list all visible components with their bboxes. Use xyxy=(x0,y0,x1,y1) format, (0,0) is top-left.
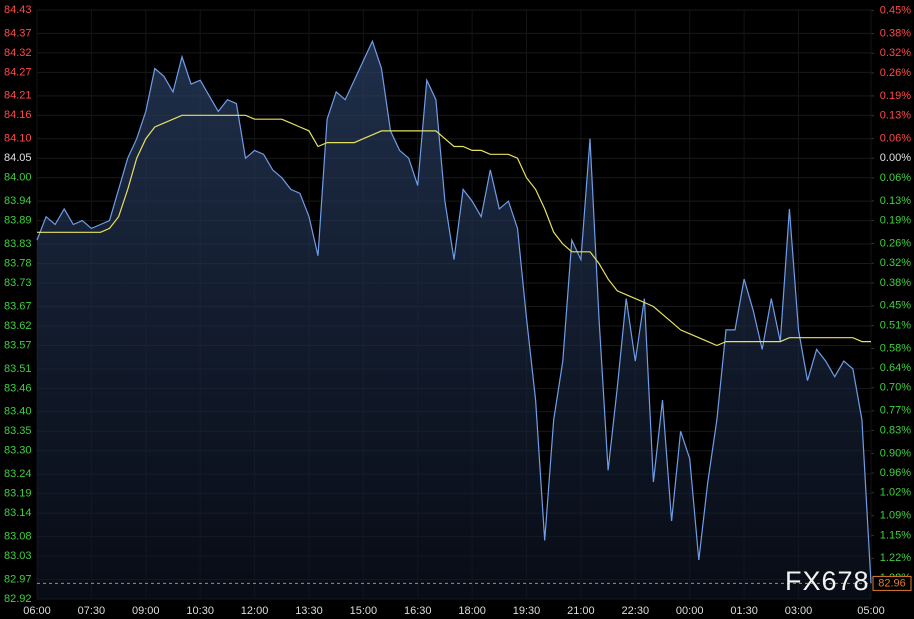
y-tick-label: 84.43 xyxy=(4,4,32,16)
x-tick-label: 01:30 xyxy=(730,605,758,617)
y-tick-label: 84.21 xyxy=(4,90,32,102)
y-tick-label: 83.73 xyxy=(4,277,32,289)
y-tick-label: 83.19 xyxy=(4,488,32,500)
area xyxy=(37,41,871,599)
y2-tick-label: 0.06% xyxy=(880,132,911,144)
y2-tick-label: 0.58% xyxy=(880,342,911,354)
y-tick-label: 84.37 xyxy=(4,27,32,39)
y2-tick-label: 0.13% xyxy=(880,110,911,122)
y-tick-label: 83.46 xyxy=(4,382,32,394)
y-tick-label: 82.92 xyxy=(4,593,32,605)
y-tick-label: 83.51 xyxy=(4,363,32,375)
x-tick-label: 19:30 xyxy=(513,605,541,617)
x-tick-label: 21:00 xyxy=(567,605,595,617)
y2-tick-label: 0.26% xyxy=(880,237,911,249)
y2-tick-label: 0.90% xyxy=(880,447,911,459)
y-tick-label: 83.40 xyxy=(4,406,32,418)
y-tick-label: 83.62 xyxy=(4,320,32,332)
y-tick-label: 84.27 xyxy=(4,66,32,78)
y2-tick-label: 0.70% xyxy=(880,382,911,394)
y-tick-label: 83.35 xyxy=(4,425,32,437)
y2-tick-label: 0.45% xyxy=(880,5,911,17)
x-tick-label: 15:00 xyxy=(350,605,378,617)
line xyxy=(37,114,871,347)
y2-tick-label: 0.13% xyxy=(880,195,911,207)
y2-tick-label: 0.51% xyxy=(880,319,911,331)
y2-tick-label: 0.00% xyxy=(880,152,911,164)
x-tick-label: 16:30 xyxy=(404,605,432,617)
line xyxy=(36,39,872,584)
y-tick-label: 83.78 xyxy=(4,257,32,269)
y-tick-label: 82.97 xyxy=(4,573,32,585)
y-tick-label: 84.05 xyxy=(4,152,32,164)
y2-tick-label: 0.38% xyxy=(880,28,911,40)
y2-tick-label: 1.09% xyxy=(880,510,911,522)
y2-tick-label: 1.15% xyxy=(880,529,911,541)
y-tick-label: 83.67 xyxy=(4,300,32,312)
y-tick-label: 83.83 xyxy=(4,238,32,250)
x-tick-label: 09:00 xyxy=(132,605,160,617)
y-tick-label: 83.03 xyxy=(4,550,32,562)
y2-tick-label: 0.19% xyxy=(880,90,911,102)
x-tick-label: 12:00 xyxy=(241,605,269,617)
y2-tick-label: 0.64% xyxy=(880,362,911,374)
watermark: FX678 xyxy=(785,566,870,596)
last-price-box xyxy=(872,575,912,591)
y2-tick-label: 1.22% xyxy=(880,552,911,564)
y2-tick-label: 0.96% xyxy=(880,467,911,479)
y-tick-label: 83.57 xyxy=(4,339,32,351)
x-tick-label: 03:00 xyxy=(785,605,813,617)
y-tick-label: 84.16 xyxy=(4,109,32,121)
y2-tick-label: 0.19% xyxy=(880,214,911,226)
y2-tick-label: 0.45% xyxy=(880,300,911,312)
y-tick-label: 84.00 xyxy=(4,172,32,184)
y2-tick-label: 0.83% xyxy=(880,424,911,436)
y-tick-label: 84.10 xyxy=(4,133,32,145)
y2-tick-label: 0.38% xyxy=(880,277,911,289)
x-tick-label: 13:30 xyxy=(295,605,323,617)
y-tick-label: 84.32 xyxy=(4,47,32,59)
y2-tick-label: 0.77% xyxy=(880,405,911,417)
x-tick-label: 10:30 xyxy=(186,605,214,617)
x-tick-label: 18:00 xyxy=(458,605,486,617)
y2-tick-label: 0.06% xyxy=(880,172,911,184)
y-tick-label: 83.94 xyxy=(4,195,32,207)
x-tick-label: 06:00 xyxy=(23,605,51,617)
y-tick-label: 83.08 xyxy=(4,530,32,542)
x-tick-label: 22:30 xyxy=(622,605,650,617)
x-tick-label: 00:00 xyxy=(676,605,704,617)
last-price-label: 82.96 xyxy=(878,577,906,589)
y-tick-label: 83.30 xyxy=(4,445,32,457)
y-tick-label: 83.14 xyxy=(4,507,32,519)
y2-tick-label: 1.02% xyxy=(880,487,911,499)
y2-tick-label: 0.32% xyxy=(880,47,911,59)
y2-tick-label: 0.32% xyxy=(880,257,911,269)
x-tick-label: 07:30 xyxy=(78,605,106,617)
x-tick-label: 05:00 xyxy=(857,605,885,617)
y-tick-label: 83.24 xyxy=(4,468,32,480)
y2-tick-label: 0.26% xyxy=(880,67,911,79)
y-tick-label: 83.89 xyxy=(4,215,32,227)
